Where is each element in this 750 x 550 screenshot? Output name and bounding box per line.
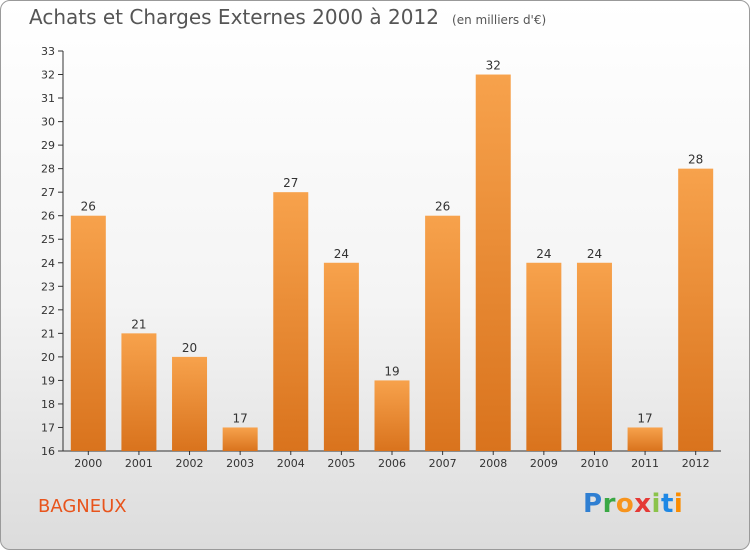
y-tick-label: 16 bbox=[41, 445, 55, 458]
x-tick-label: 2008 bbox=[479, 457, 507, 470]
data-label: 20 bbox=[182, 341, 197, 355]
city-label: BAGNEUX bbox=[38, 496, 127, 517]
bar bbox=[627, 427, 663, 451]
data-label: 24 bbox=[587, 247, 602, 261]
y-tick-label: 23 bbox=[41, 280, 55, 293]
x-tick-label: 2011 bbox=[631, 457, 659, 470]
data-label: 24 bbox=[536, 247, 551, 261]
y-tick-label: 17 bbox=[41, 421, 55, 434]
y-tick-label: 31 bbox=[41, 92, 55, 105]
y-tick-label: 22 bbox=[41, 304, 55, 317]
data-label: 32 bbox=[486, 59, 501, 73]
data-label: 26 bbox=[435, 200, 450, 214]
bar bbox=[121, 333, 157, 451]
bar bbox=[172, 356, 208, 451]
x-tick-label: 2003 bbox=[226, 457, 254, 470]
bar bbox=[576, 262, 612, 451]
chart-title-block: Achats et Charges Externes 2000 à 2012 (… bbox=[29, 5, 546, 29]
chart-title: Achats et Charges Externes 2000 à 2012 bbox=[29, 5, 439, 29]
y-tick-label: 20 bbox=[41, 351, 55, 364]
bar bbox=[70, 215, 106, 451]
y-tick-label: 27 bbox=[41, 186, 55, 199]
y-tick-label: 33 bbox=[41, 45, 55, 58]
bar bbox=[475, 74, 511, 451]
y-tick-label: 25 bbox=[41, 233, 55, 246]
y-tick-label: 24 bbox=[41, 257, 55, 270]
x-tick-label: 2006 bbox=[378, 457, 406, 470]
y-tick-label: 29 bbox=[41, 139, 55, 152]
data-label: 19 bbox=[384, 364, 399, 378]
data-label: 26 bbox=[81, 200, 96, 214]
bar bbox=[425, 215, 461, 451]
data-label: 28 bbox=[688, 153, 703, 167]
x-tick-label: 2004 bbox=[277, 457, 305, 470]
x-tick-label: 2012 bbox=[682, 457, 710, 470]
data-label: 27 bbox=[283, 176, 298, 190]
data-label: 24 bbox=[334, 247, 349, 261]
y-tick-label: 32 bbox=[41, 69, 55, 82]
y-tick-label: 30 bbox=[41, 116, 55, 129]
y-tick-label: 18 bbox=[41, 398, 55, 411]
x-tick-label: 2009 bbox=[530, 457, 558, 470]
proxiti-logo[interactable]: Proxiti bbox=[583, 489, 684, 519]
x-tick-label: 2000 bbox=[74, 457, 102, 470]
bar bbox=[374, 380, 410, 451]
bar bbox=[526, 262, 562, 451]
bar bbox=[273, 192, 309, 452]
y-tick-label: 19 bbox=[41, 374, 55, 387]
y-tick-label: 26 bbox=[41, 210, 55, 223]
y-tick-label: 21 bbox=[41, 327, 55, 340]
bar bbox=[323, 262, 359, 451]
x-tick-label: 2007 bbox=[429, 457, 457, 470]
bar bbox=[222, 427, 258, 451]
x-tick-label: 2005 bbox=[327, 457, 355, 470]
x-tick-label: 2002 bbox=[176, 457, 204, 470]
data-label: 17 bbox=[233, 411, 248, 425]
x-tick-label: 2001 bbox=[125, 457, 153, 470]
data-label: 21 bbox=[131, 317, 146, 331]
y-tick-label: 28 bbox=[41, 163, 55, 176]
x-tick-label: 2010 bbox=[580, 457, 608, 470]
data-label: 17 bbox=[637, 411, 652, 425]
bar bbox=[678, 168, 714, 451]
chart-unit: (en milliers d'€) bbox=[452, 13, 547, 27]
